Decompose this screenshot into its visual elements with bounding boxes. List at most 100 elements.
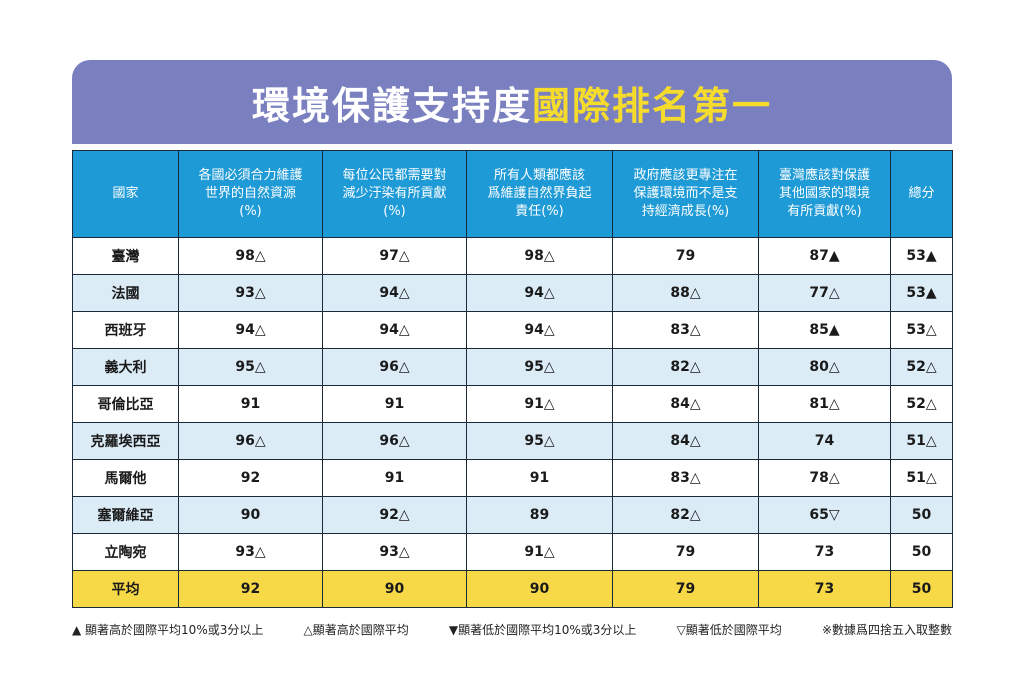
- country-cell: 克羅埃西亞: [72, 422, 179, 460]
- column-header-line: 所有人類都應該: [493, 168, 585, 183]
- table-row: 塞爾維亞 90 92△ 89 82△ 65▽ 50: [72, 496, 953, 534]
- column-header-line: 責任(%): [515, 204, 564, 219]
- column-header: 所有人類都應該 爲維護自然界負起 責任(%): [466, 150, 613, 238]
- legend-item: ※數據爲四捨五入取整數: [821, 623, 952, 637]
- title-bar: 環境保護支持度 國際排名第一: [72, 60, 952, 144]
- value-cell: 50: [890, 496, 953, 534]
- value-cell: 51△: [890, 459, 953, 497]
- country-cell: 塞爾維亞: [72, 496, 179, 534]
- table-row: 義大利 95△ 96△ 95△ 82△ 80△ 52△: [72, 348, 953, 386]
- value-cell: 53△: [890, 311, 953, 349]
- value-cell: 65▽: [758, 496, 891, 534]
- column-header: 各國必須合力維護 世界的自然資源 (%): [178, 150, 323, 238]
- value-cell: 91: [322, 459, 467, 497]
- value-cell: 96△: [322, 348, 467, 386]
- data-table: 國家 各國必須合力維護 世界的自然資源 (%) 每位公民都需要對 減少汙染有所貢獻 (%) 所…: [72, 150, 953, 608]
- table-body: 臺灣 98△ 97△ 98△ 79 87▲ 53▲ 法國 93△ 94△ 94△ 88△ 77△ 53▲ 西…: [72, 237, 953, 608]
- legend-item: ▲ 顯著高於國際平均10%或3分以上: [72, 623, 264, 637]
- column-header-line: 其他國家的環境: [778, 186, 870, 201]
- country-cell: 馬爾他: [72, 459, 179, 497]
- column-header-line: 減少汙染有所貢獻: [342, 186, 447, 201]
- value-cell: 96△: [322, 422, 467, 460]
- country-cell: 立陶宛: [72, 533, 179, 571]
- column-header: 總分: [890, 150, 953, 238]
- infographic: 環境保護支持度 國際排名第一 國家 各國必須合力維護 世界的自然資源 (%) 每位公民都需…: [72, 60, 953, 608]
- value-cell: 92△: [322, 496, 467, 534]
- table-row: 立陶宛 93△ 93△ 91△ 79 73 50: [72, 533, 953, 571]
- average-value-cell: 79: [612, 570, 759, 608]
- column-header: 每位公民都需要對 減少汙染有所貢獻 (%): [322, 150, 467, 238]
- column-header-line: 政府應該更專注在: [633, 168, 738, 183]
- value-cell: 77△: [758, 274, 891, 312]
- title-main: 環境保護支持度: [251, 83, 532, 128]
- column-header: 臺灣應該對保護 其他國家的環境 有所貢獻(%): [758, 150, 891, 238]
- average-value-cell: 92: [178, 570, 323, 608]
- value-cell: 52△: [890, 385, 953, 423]
- value-cell: 95△: [178, 348, 323, 386]
- value-cell: 98△: [178, 237, 323, 275]
- value-cell: 53▲: [890, 274, 953, 312]
- value-cell: 93△: [178, 533, 323, 571]
- average-value-cell: 90: [466, 570, 613, 608]
- value-cell: 81△: [758, 385, 891, 423]
- value-cell: 88△: [612, 274, 759, 312]
- column-header-line: 保護環境而不是支: [633, 186, 738, 201]
- value-cell: 83△: [612, 311, 759, 349]
- value-cell: 74: [758, 422, 891, 460]
- table-row: 西班牙 94△ 94△ 94△ 83△ 85▲ 53△: [72, 311, 953, 349]
- column-header-line: 有所貢獻(%): [787, 204, 862, 219]
- value-cell: 78△: [758, 459, 891, 497]
- value-cell: 94△: [322, 274, 467, 312]
- table-row: 馬爾他 92 91 91 83△ 78△ 51△: [72, 459, 953, 497]
- value-cell: 94△: [466, 311, 613, 349]
- table-row: 臺灣 98△ 97△ 98△ 79 87▲ 53▲: [72, 237, 953, 275]
- value-cell: 95△: [466, 422, 613, 460]
- value-cell: 93△: [322, 533, 467, 571]
- value-cell: 82△: [612, 496, 759, 534]
- column-header-line: 臺灣應該對保護: [778, 168, 870, 183]
- column-header-line: 各國必須合力維護: [198, 168, 303, 183]
- column-header: 政府應該更專注在 保護環境而不是支 持經濟成長(%): [612, 150, 759, 238]
- value-cell: 73: [758, 533, 891, 571]
- value-cell: 91△: [466, 385, 613, 423]
- column-header-line: 世界的自然資源: [204, 186, 296, 201]
- country-cell: 西班牙: [72, 311, 179, 349]
- country-cell: 義大利: [72, 348, 179, 386]
- value-cell: 94△: [466, 274, 613, 312]
- value-cell: 93△: [178, 274, 323, 312]
- average-value-cell: 90: [322, 570, 467, 608]
- table-row: 克羅埃西亞 96△ 96△ 95△ 84△ 74 51△: [72, 422, 953, 460]
- country-cell: 法國: [72, 274, 179, 312]
- value-cell: 83△: [612, 459, 759, 497]
- column-header-line: 持經濟成長(%): [641, 204, 730, 219]
- value-cell: 91: [178, 385, 323, 423]
- column-header-line: 每位公民都需要對: [342, 168, 447, 183]
- value-cell: 87▲: [758, 237, 891, 275]
- column-header: 國家: [72, 150, 179, 238]
- value-cell: 52△: [890, 348, 953, 386]
- value-cell: 79: [612, 533, 759, 571]
- value-cell: 92: [178, 459, 323, 497]
- value-cell: 84△: [612, 422, 759, 460]
- value-cell: 85▲: [758, 311, 891, 349]
- country-cell: 臺灣: [72, 237, 179, 275]
- column-header-line: (%): [383, 204, 406, 219]
- country-cell: 哥倫比亞: [72, 385, 179, 423]
- value-cell: 89: [466, 496, 613, 534]
- table-row: 哥倫比亞 91 91 91△ 84△ 81△ 52△: [72, 385, 953, 423]
- header-row: 國家 各國必須合力維護 世界的自然資源 (%) 每位公民都需要對 減少汙染有所貢獻 (%) 所…: [72, 150, 953, 238]
- average-value-cell: 73: [758, 570, 891, 608]
- value-cell: 95△: [466, 348, 613, 386]
- value-cell: 80△: [758, 348, 891, 386]
- value-cell: 51△: [890, 422, 953, 460]
- legend-item: △顯著高於國際平均: [303, 623, 409, 637]
- value-cell: 79: [612, 237, 759, 275]
- average-row: 平均 92 90 90 79 73 50: [72, 570, 953, 608]
- column-header-line: 爲維護自然界負起: [487, 186, 592, 201]
- value-cell: 50: [890, 533, 953, 571]
- value-cell: 84△: [612, 385, 759, 423]
- value-cell: 53▲: [890, 237, 953, 275]
- value-cell: 91: [466, 459, 613, 497]
- value-cell: 82△: [612, 348, 759, 386]
- title-highlight: 國際排名第一: [532, 83, 773, 128]
